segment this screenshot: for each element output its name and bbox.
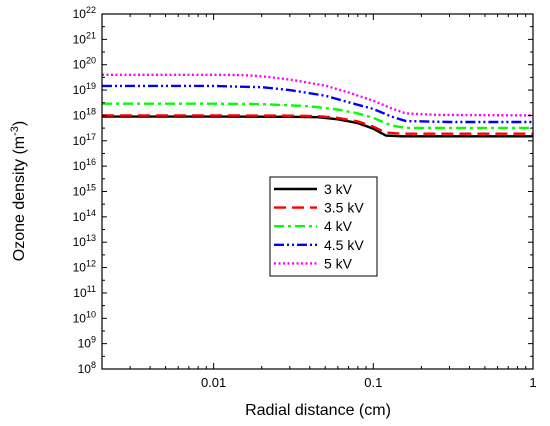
y-axis-label: Ozone density (m-3) bbox=[9, 121, 28, 262]
y-tick-label: 1010 bbox=[73, 309, 96, 325]
x-tick-label: 0.01 bbox=[201, 375, 226, 390]
y-tick-label: 1012 bbox=[73, 259, 96, 275]
y-tick-label: 1017 bbox=[73, 132, 96, 148]
y-tick-label: 1011 bbox=[73, 284, 96, 300]
series-layer bbox=[102, 73, 533, 138]
legend-label: 3 kV bbox=[324, 181, 353, 197]
series-line-5-kv bbox=[102, 73, 533, 117]
y-tick-label: 1019 bbox=[73, 81, 96, 97]
y-tick-label: 1021 bbox=[73, 30, 96, 46]
axes-layer: 1081091010101110121013101410151016101710… bbox=[73, 5, 537, 390]
series-line-4-5-kv bbox=[102, 84, 533, 124]
y-tick-label: 1015 bbox=[73, 183, 96, 199]
y-axis-label-text: Ozone density (m bbox=[11, 136, 28, 261]
y-tick-label: 109 bbox=[78, 335, 96, 351]
legend-label: 4 kV bbox=[324, 218, 353, 234]
x-axis-label: Radial distance (cm) bbox=[245, 402, 391, 419]
x-tick-label: 1 bbox=[529, 375, 536, 390]
x-tick-label: 0.1 bbox=[364, 375, 382, 390]
y-tick-label: 1022 bbox=[73, 5, 96, 21]
legend-label: 5 kV bbox=[324, 255, 353, 271]
y-tick-label: 1016 bbox=[73, 157, 96, 173]
y-tick-label: 1020 bbox=[73, 56, 96, 72]
y-tick-label: 1013 bbox=[73, 233, 96, 249]
legend-label: 4.5 kV bbox=[324, 237, 364, 253]
series-line-4-kv bbox=[102, 102, 533, 130]
legend: 3 kV 3.5 kV 4 kV 4.5 kV 5 kV bbox=[269, 176, 378, 277]
y-tick-label: 1018 bbox=[73, 106, 96, 122]
y-axis-label-end: ) bbox=[11, 121, 28, 126]
y-tick-label: 1014 bbox=[73, 208, 96, 224]
y-axis-label-superscript: -3 bbox=[9, 126, 21, 136]
series-line-3-5-kv bbox=[102, 114, 533, 135]
legend-box bbox=[269, 176, 378, 277]
y-tick-label: 108 bbox=[78, 360, 96, 376]
legend-label: 3.5 kV bbox=[324, 200, 364, 216]
